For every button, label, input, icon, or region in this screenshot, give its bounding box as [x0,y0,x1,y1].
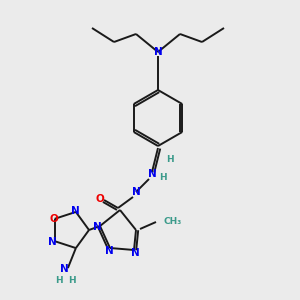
Text: H: H [166,155,174,164]
Text: H: H [55,276,63,285]
Text: O: O [96,194,104,204]
Text: H: H [68,276,76,285]
Text: N: N [132,187,140,197]
Text: N: N [48,237,57,247]
Text: CH₃: CH₃ [163,218,181,226]
Text: N: N [71,206,80,216]
Text: N: N [154,47,162,57]
Text: N: N [61,264,69,274]
Text: N: N [130,248,140,258]
Text: N: N [93,222,101,232]
Text: N: N [105,246,113,256]
Text: N: N [148,169,156,179]
Text: H: H [159,172,167,182]
Text: O: O [49,214,58,224]
